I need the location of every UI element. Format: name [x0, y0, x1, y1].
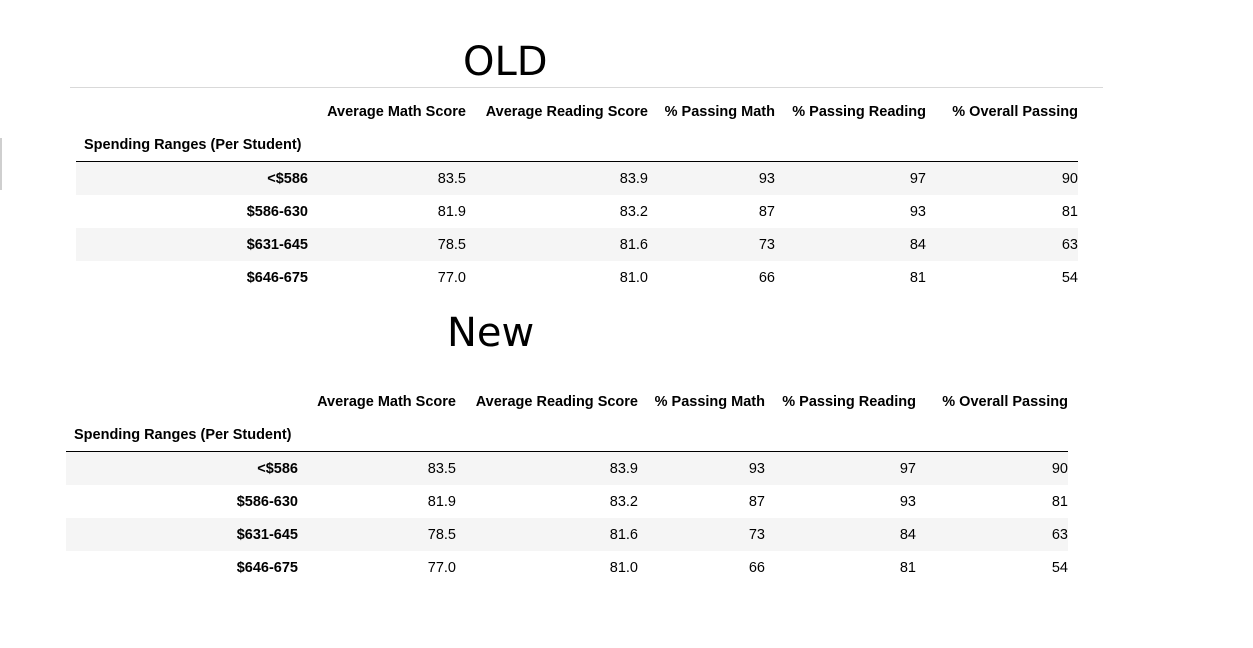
cell-avg-math: 77.0 — [427, 559, 456, 576]
row-label: <$586 — [257, 460, 298, 477]
left-edge-marker — [0, 138, 2, 190]
index-name-header: Spending Ranges (Per Student) — [74, 426, 292, 443]
cell-pct-math: 73 — [748, 526, 765, 543]
cell-pct-overall: 90 — [1051, 460, 1068, 477]
table-row: $631-645 78.5 81.6 73 84 63 — [66, 518, 1068, 551]
column-header-pct-math: % Passing Math — [654, 393, 765, 410]
cell-pct-overall: 81 — [1061, 203, 1078, 220]
table-row: $646-675 77.0 81.0 66 81 54 — [76, 261, 1078, 294]
cell-avg-math: 81.9 — [427, 493, 456, 510]
table-row: $646-675 77.0 81.0 66 81 54 — [66, 551, 1068, 584]
cell-avg-reading: 81.0 — [609, 559, 638, 576]
cell-pct-reading: 93 — [909, 203, 926, 220]
cell-pct-reading: 97 — [909, 170, 926, 187]
cell-avg-reading: 83.2 — [619, 203, 648, 220]
old-section-title: OLD — [463, 39, 548, 85]
cell-pct-reading: 93 — [899, 493, 916, 510]
cell-pct-reading: 84 — [899, 526, 916, 543]
section-divider — [70, 87, 1103, 88]
column-header-avg-reading: Average Reading Score — [485, 103, 648, 120]
index-header-row: Spending Ranges (Per Student) — [76, 128, 1078, 162]
cell-pct-overall: 54 — [1061, 269, 1078, 286]
cell-pct-math: 93 — [748, 460, 765, 477]
cell-pct-overall: 90 — [1061, 170, 1078, 187]
column-header-row: Average Math Score Average Reading Score… — [66, 385, 1068, 418]
table-row: $586-630 81.9 83.2 87 93 81 — [76, 195, 1078, 228]
index-header-row: Spending Ranges (Per Student) — [66, 418, 1068, 452]
row-label: <$586 — [267, 170, 308, 187]
cell-pct-reading: 81 — [909, 269, 926, 286]
new-section-title: New — [447, 310, 535, 356]
column-header-pct-math: % Passing Math — [664, 103, 775, 120]
column-header-pct-overall: % Overall Passing — [942, 393, 1068, 410]
cell-pct-math: 66 — [748, 559, 765, 576]
column-header-avg-reading: Average Reading Score — [475, 393, 638, 410]
row-label: $646-675 — [246, 269, 308, 286]
cell-pct-overall: 63 — [1061, 236, 1078, 253]
table-row: $631-645 78.5 81.6 73 84 63 — [76, 228, 1078, 261]
cell-avg-math: 83.5 — [437, 170, 466, 187]
cell-pct-reading: 84 — [909, 236, 926, 253]
cell-avg-math: 78.5 — [437, 236, 466, 253]
column-header-row: Average Math Score Average Reading Score… — [76, 95, 1078, 128]
cell-pct-math: 73 — [758, 236, 775, 253]
column-header-pct-reading: % Passing Reading — [782, 393, 916, 410]
cell-avg-math: 78.5 — [427, 526, 456, 543]
row-label: $586-630 — [246, 203, 308, 220]
index-name-header: Spending Ranges (Per Student) — [84, 136, 302, 153]
cell-avg-math: 83.5 — [427, 460, 456, 477]
row-label: $586-630 — [236, 493, 298, 510]
row-label: $631-645 — [236, 526, 298, 543]
cell-avg-math: 77.0 — [437, 269, 466, 286]
cell-pct-overall: 81 — [1051, 493, 1068, 510]
table-row: <$586 83.5 83.9 93 97 90 — [76, 161, 1078, 195]
old-spending-summary-table: Average Math Score Average Reading Score… — [76, 95, 1078, 294]
blank-corner-cell — [66, 385, 298, 418]
cell-pct-math: 93 — [758, 170, 775, 187]
column-header-avg-math: Average Math Score — [317, 393, 456, 410]
table-row: $586-630 81.9 83.2 87 93 81 — [66, 485, 1068, 518]
column-header-avg-math: Average Math Score — [327, 103, 466, 120]
cell-avg-reading: 81.6 — [619, 236, 648, 253]
cell-pct-math: 87 — [758, 203, 775, 220]
cell-pct-reading: 81 — [899, 559, 916, 576]
cell-avg-reading: 81.0 — [619, 269, 648, 286]
cell-pct-math: 87 — [748, 493, 765, 510]
cell-pct-overall: 63 — [1051, 526, 1068, 543]
column-header-pct-overall: % Overall Passing — [952, 103, 1078, 120]
row-label: $631-645 — [246, 236, 308, 253]
cell-avg-reading: 83.2 — [609, 493, 638, 510]
cell-avg-reading: 81.6 — [609, 526, 638, 543]
row-label: $646-675 — [236, 559, 298, 576]
cell-avg-reading: 83.9 — [609, 460, 638, 477]
column-header-pct-reading: % Passing Reading — [792, 103, 926, 120]
blank-corner-cell — [76, 95, 308, 128]
cell-pct-reading: 97 — [899, 460, 916, 477]
cell-pct-overall: 54 — [1051, 559, 1068, 576]
table-row: <$586 83.5 83.9 93 97 90 — [66, 451, 1068, 485]
cell-avg-math: 81.9 — [437, 203, 466, 220]
cell-pct-math: 66 — [758, 269, 775, 286]
cell-avg-reading: 83.9 — [619, 170, 648, 187]
new-spending-summary-table: Average Math Score Average Reading Score… — [66, 385, 1068, 584]
